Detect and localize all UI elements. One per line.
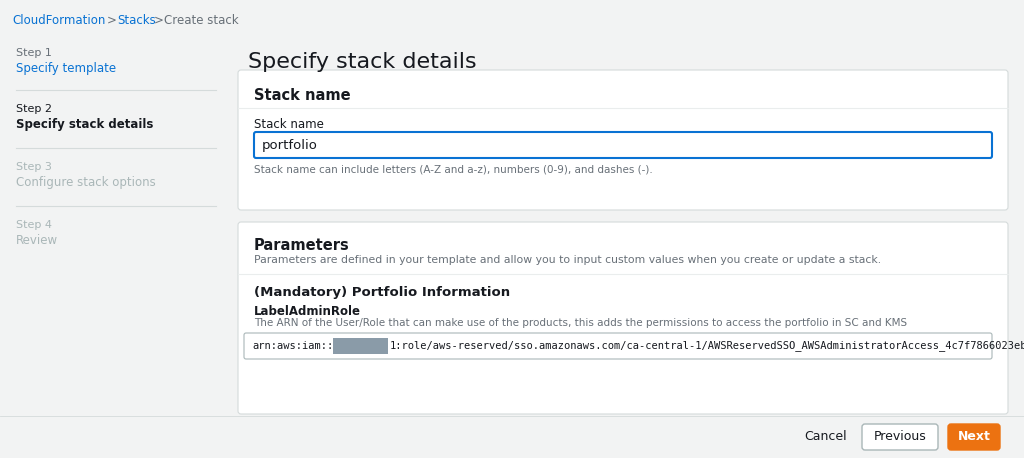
Text: Next: Next [957, 431, 990, 443]
Text: Specify stack details: Specify stack details [16, 118, 154, 131]
FancyBboxPatch shape [238, 70, 1008, 210]
Text: Specify stack details: Specify stack details [248, 52, 476, 72]
Text: Cancel: Cancel [805, 431, 847, 443]
FancyBboxPatch shape [948, 424, 1000, 450]
Text: Step 2: Step 2 [16, 104, 52, 114]
Text: arn:aws:iam::4: arn:aws:iam::4 [252, 341, 340, 351]
Text: Step 4: Step 4 [16, 220, 52, 230]
Text: Step 3: Step 3 [16, 162, 52, 172]
FancyBboxPatch shape [862, 424, 938, 450]
Text: 1:role/aws-reserved/sso.amazonaws.com/ca-central-1/AWSReservedSSO_AWSAdministrat: 1:role/aws-reserved/sso.amazonaws.com/ca… [390, 341, 1024, 351]
Text: Stack name can include letters (A-Z and a-z), numbers (0-9), and dashes (-).: Stack name can include letters (A-Z and … [254, 164, 652, 174]
Text: Create stack: Create stack [164, 14, 239, 27]
Text: CloudFormation: CloudFormation [12, 14, 105, 27]
Text: Review: Review [16, 234, 58, 247]
Text: >: > [154, 14, 164, 27]
Text: Stacks: Stacks [117, 14, 156, 27]
Text: portfolio: portfolio [262, 138, 317, 152]
Text: Stack name: Stack name [254, 118, 324, 131]
FancyBboxPatch shape [244, 333, 992, 359]
Text: Stack name: Stack name [254, 88, 350, 103]
FancyBboxPatch shape [254, 132, 992, 158]
Text: (Mandatory) Portfolio Information: (Mandatory) Portfolio Information [254, 286, 510, 299]
Text: Step 1: Step 1 [16, 48, 52, 58]
Text: Previous: Previous [873, 431, 927, 443]
Bar [333, 338, 388, 354]
Text: >: > [106, 14, 117, 27]
Text: Parameters: Parameters [254, 238, 350, 253]
Text: Specify template: Specify template [16, 62, 116, 75]
Text: Parameters are defined in your template and allow you to input custom values whe: Parameters are defined in your template … [254, 255, 881, 265]
FancyBboxPatch shape [238, 222, 1008, 414]
Text: The ARN of the User/Role that can make use of the products, this adds the permis: The ARN of the User/Role that can make u… [254, 318, 907, 328]
Text: Configure stack options: Configure stack options [16, 176, 156, 189]
Text: LabelAdminRole: LabelAdminRole [254, 305, 361, 318]
